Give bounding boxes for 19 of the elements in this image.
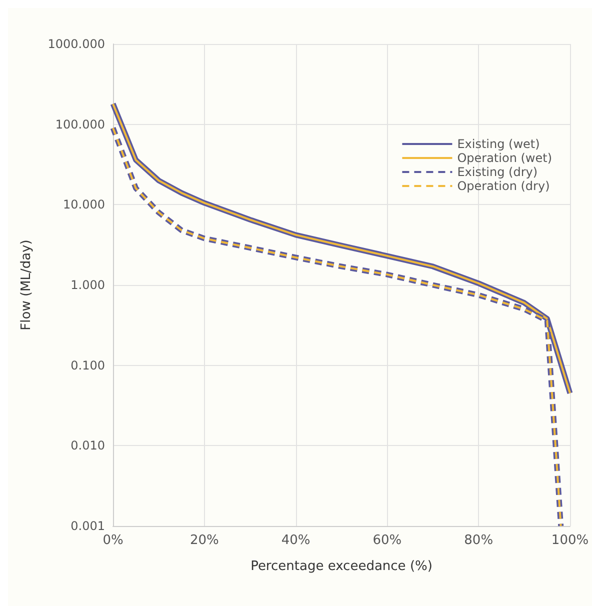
y-tick-label: 0.010: [70, 438, 105, 453]
y-tick-label: 0.100: [70, 358, 105, 372]
x-axis-title: Percentage exceedance (%): [250, 559, 432, 574]
y-tick-label: 0.001: [70, 519, 105, 533]
legend-label: Existing (wet): [457, 137, 540, 151]
x-tick-label: 100%: [551, 533, 589, 548]
x-tick-label: 20%: [190, 533, 219, 548]
x-tick-label: 60%: [372, 533, 402, 548]
x-tick-label: 80%: [464, 533, 494, 548]
y-tick-label: 1000.000: [48, 37, 105, 51]
x-tick-label: 0%: [102, 533, 124, 548]
x-tick-label: 40%: [281, 533, 310, 548]
legend-label: Existing (dry): [457, 165, 538, 179]
y-tick-label: 100.000: [55, 117, 105, 132]
y-tick-label: 10.000: [63, 198, 105, 212]
legend-label: Operation (dry): [457, 179, 550, 193]
y-tick-label: 1.000: [70, 278, 105, 292]
y-axis-title: Flow (ML/day): [19, 240, 34, 330]
legend-label: Operation (wet): [457, 151, 552, 165]
